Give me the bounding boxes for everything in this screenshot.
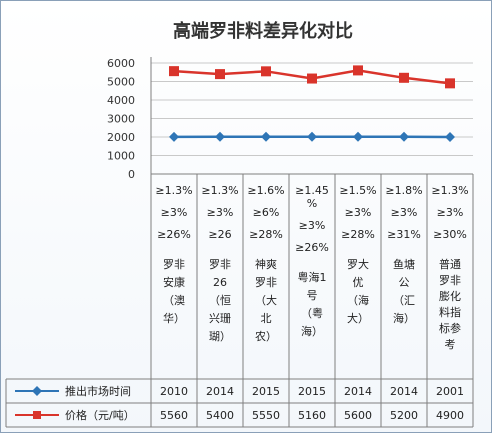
data-table: ≥1.3% ≥3% ≥26%罗非安康（澳华）≥1.3% ≥3% ≥26 罗非 26 （恒兴珊瑚… xyxy=(5,174,474,428)
data-table-value: 2001 xyxy=(436,385,464,398)
data-table-value: 4900 xyxy=(436,409,464,422)
data-point xyxy=(215,131,225,142)
data-table-value: 2014 xyxy=(390,385,418,398)
y-tick-label: 5000 xyxy=(107,76,135,89)
y-tick-label: 2000 xyxy=(107,131,135,144)
data-point xyxy=(169,131,179,142)
category-label: ≥1.3% ≥3% ≥26%罗非安康（澳华） xyxy=(155,184,192,325)
data-point xyxy=(353,131,363,142)
category-label: ≥1.5% ≥3% ≥28%罗大优（海大） xyxy=(339,184,376,325)
data-point xyxy=(445,131,455,142)
legend-label: 推出市场时间 xyxy=(65,384,131,398)
data-table-value: 5550 xyxy=(252,409,280,422)
y-tick-label: 6000 xyxy=(107,57,135,70)
data-point xyxy=(399,72,409,83)
data-point xyxy=(307,131,317,142)
data-point xyxy=(353,65,363,76)
chart-title: 高端罗非料差异化对比 xyxy=(173,20,353,42)
data-table-value: 2014 xyxy=(206,385,234,398)
y-axis: 0 1000 2000 3000 4000 5000 6000 xyxy=(107,57,473,427)
legend-label: 价格（元/吨） xyxy=(65,408,135,422)
category-label: ≥1.8% ≥3% ≥31%鱼塘公（汇海） xyxy=(385,184,422,325)
category-label: ≥1.3% ≥3% ≥30%普通罗非膨化料指标参考 xyxy=(431,184,468,351)
category-label: ≥1.45% ≥3% ≥26%粤海1 号（粤海） xyxy=(295,184,329,338)
data-point xyxy=(307,73,317,84)
legend-marker xyxy=(32,386,42,396)
series-lines xyxy=(169,65,455,142)
y-tick-label: 1000 xyxy=(107,150,135,163)
data-point xyxy=(445,78,455,89)
data-point xyxy=(399,131,409,142)
data-point xyxy=(169,66,179,77)
data-table-value: 2010 xyxy=(160,385,188,398)
category-label: ≥1.6% ≥6% ≥28%神爽罗非（大北农） xyxy=(247,184,284,343)
legend-marker xyxy=(33,411,41,419)
data-table-value: 2015 xyxy=(298,385,326,398)
data-table-value: 5600 xyxy=(344,409,372,422)
y-tick-label: 0 xyxy=(128,168,135,181)
data-point xyxy=(261,66,271,77)
data-point xyxy=(215,69,225,80)
data-point xyxy=(261,131,271,142)
y-tick-label: 3000 xyxy=(107,113,135,126)
category-label: ≥1.3% ≥3% ≥26 罗非 26 （恒兴珊瑚） xyxy=(201,184,238,343)
data-table-value: 2014 xyxy=(344,385,372,398)
data-table-value: 5160 xyxy=(298,409,326,422)
y-tick-label: 4000 xyxy=(107,94,135,107)
data-table-value: 5200 xyxy=(390,409,418,422)
data-table-value: 2015 xyxy=(252,385,280,398)
data-table-value: 5400 xyxy=(206,409,234,422)
data-table-value: 5560 xyxy=(160,409,188,422)
